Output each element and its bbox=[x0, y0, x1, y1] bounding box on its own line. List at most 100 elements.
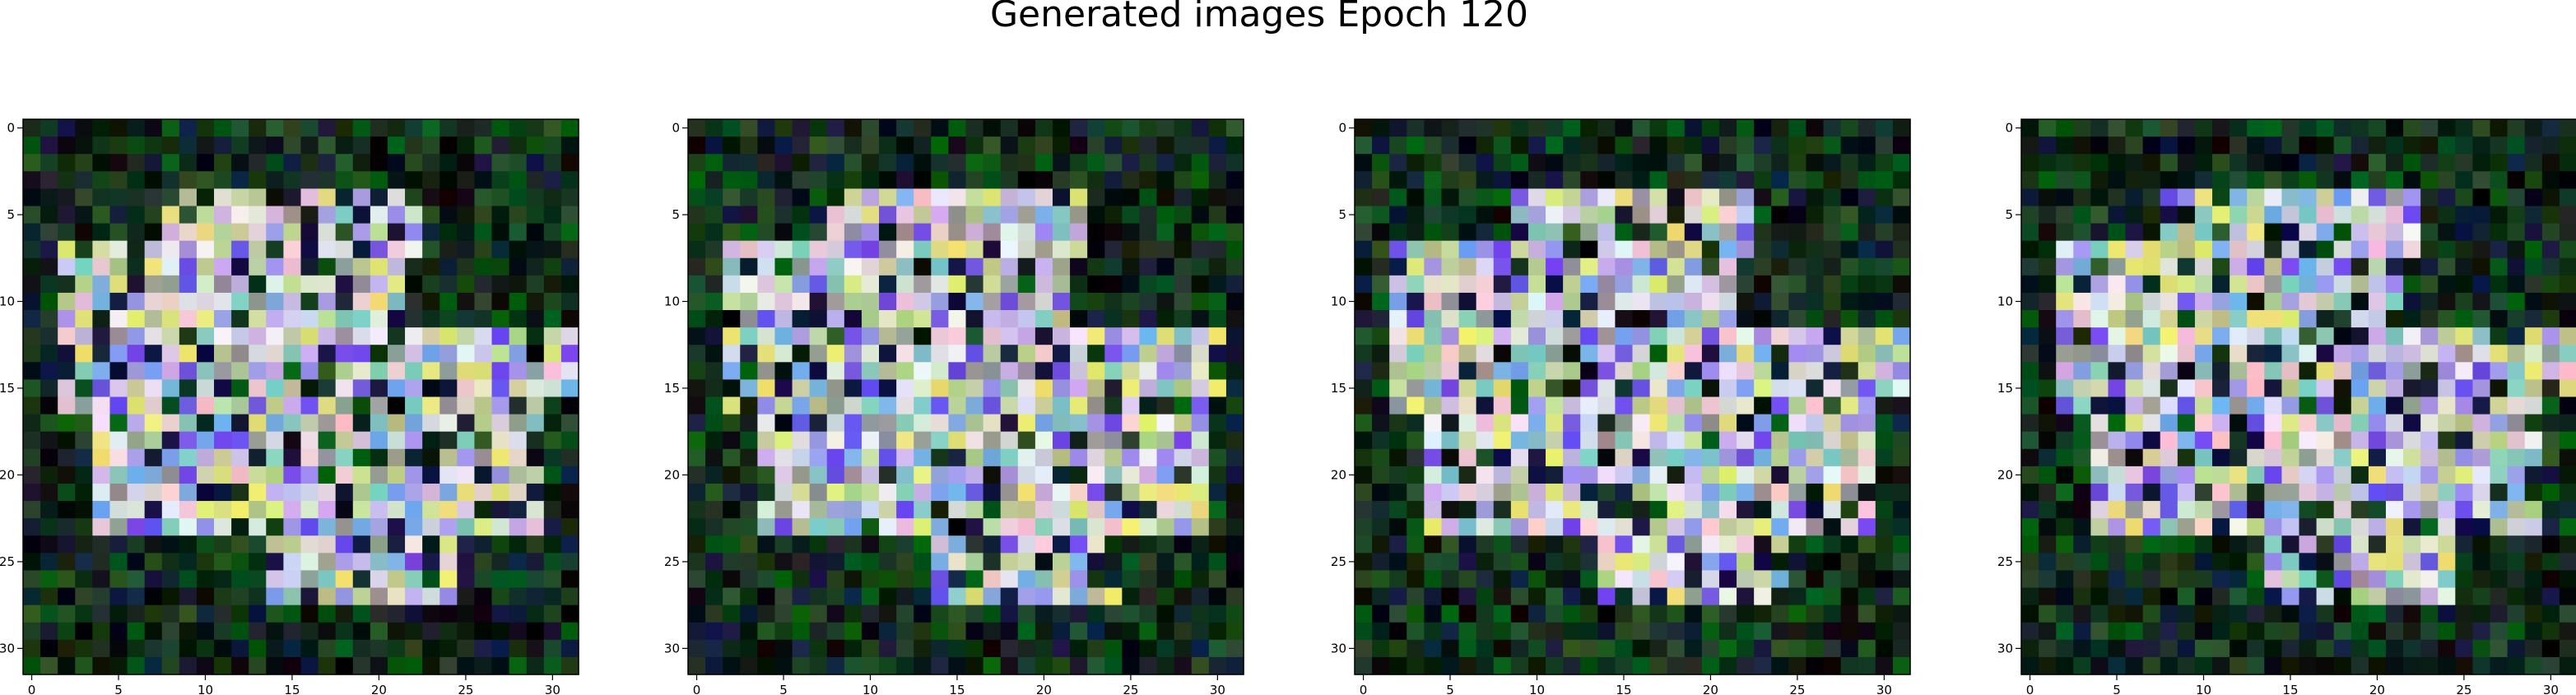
pixel bbox=[1737, 605, 1755, 623]
pixel bbox=[161, 345, 180, 363]
pixel bbox=[2299, 257, 2318, 276]
pixel bbox=[914, 535, 932, 554]
pixel bbox=[491, 396, 510, 415]
pixel bbox=[1546, 587, 1564, 606]
pixel bbox=[1597, 119, 1616, 137]
pixel bbox=[1389, 570, 1407, 589]
pixel bbox=[983, 327, 1002, 345]
pixel bbox=[1649, 362, 1668, 380]
pixel bbox=[723, 275, 741, 294]
pixel bbox=[1139, 154, 1158, 172]
pixel bbox=[1563, 310, 1581, 328]
pixel bbox=[2021, 414, 2039, 433]
pixel bbox=[2541, 431, 2560, 450]
pixel bbox=[370, 466, 388, 484]
pixel bbox=[1840, 501, 1859, 519]
pixel bbox=[1441, 362, 1460, 380]
pixel bbox=[1156, 362, 1175, 380]
pixel bbox=[2230, 483, 2248, 502]
pixel bbox=[2264, 310, 2282, 328]
pixel bbox=[2438, 345, 2456, 363]
pixel bbox=[1441, 292, 1460, 311]
pixel bbox=[2403, 171, 2421, 189]
pixel bbox=[2073, 292, 2091, 311]
pixel bbox=[2316, 240, 2335, 259]
pixel bbox=[1546, 119, 1564, 137]
pixel bbox=[1667, 119, 1686, 137]
pixel bbox=[2264, 570, 2282, 589]
pixel bbox=[740, 275, 758, 294]
pixel bbox=[1754, 137, 1772, 155]
pixel bbox=[861, 518, 880, 536]
pixel bbox=[318, 206, 337, 225]
pixel bbox=[2177, 154, 2196, 172]
pixel bbox=[1840, 292, 1859, 311]
pixel bbox=[1070, 518, 1088, 536]
pixel bbox=[300, 223, 319, 242]
pixel bbox=[92, 137, 111, 155]
pixel bbox=[809, 448, 828, 467]
pixel bbox=[23, 605, 41, 623]
pixel bbox=[705, 518, 723, 536]
pixel bbox=[1122, 119, 1141, 137]
pixel bbox=[931, 154, 949, 172]
pixel bbox=[1191, 327, 1210, 345]
pixel bbox=[560, 605, 579, 623]
pixel bbox=[2420, 119, 2439, 137]
pixel bbox=[705, 656, 723, 675]
pixel bbox=[1156, 292, 1175, 311]
pixel bbox=[1649, 535, 1668, 554]
pixel bbox=[75, 310, 93, 328]
pixel bbox=[1087, 656, 1105, 675]
pixel bbox=[2507, 501, 2526, 519]
pixel bbox=[948, 362, 967, 380]
pixel bbox=[543, 656, 562, 675]
pixel bbox=[1823, 171, 1842, 189]
pixel bbox=[457, 396, 476, 415]
pixel bbox=[2403, 466, 2421, 484]
pixel bbox=[1806, 656, 1825, 675]
pixel bbox=[844, 483, 863, 502]
pixel bbox=[2142, 448, 2161, 467]
pixel bbox=[2420, 656, 2439, 675]
pixel bbox=[1458, 570, 1477, 589]
pixel bbox=[826, 431, 845, 450]
pixel bbox=[2039, 448, 2057, 467]
pixel bbox=[2177, 570, 2196, 589]
pixel bbox=[1372, 362, 1390, 380]
pixel bbox=[1104, 535, 1123, 554]
pixel bbox=[792, 639, 811, 658]
pixel bbox=[283, 448, 302, 467]
pixel bbox=[1875, 656, 1894, 675]
pixel bbox=[1858, 431, 1876, 450]
pixel bbox=[214, 310, 232, 328]
pixel bbox=[283, 553, 302, 572]
pixel bbox=[352, 171, 371, 189]
pixel bbox=[1052, 206, 1071, 225]
pixel bbox=[1892, 362, 1911, 380]
pixel bbox=[526, 605, 545, 623]
pixel bbox=[1389, 518, 1407, 536]
pixel bbox=[1754, 257, 1772, 276]
pixel bbox=[1476, 483, 1495, 502]
pixel bbox=[1372, 448, 1390, 467]
pixel bbox=[2524, 605, 2543, 623]
pixel bbox=[266, 501, 284, 519]
pixel bbox=[2230, 275, 2248, 294]
y-tick-label: 15 bbox=[664, 381, 680, 396]
pixel bbox=[214, 379, 232, 398]
pixel bbox=[1191, 137, 1210, 155]
pixel bbox=[1355, 188, 1373, 207]
pixel bbox=[1191, 119, 1210, 137]
pixel bbox=[1527, 310, 1546, 328]
pixel bbox=[1407, 656, 1425, 675]
pixel bbox=[352, 431, 371, 450]
pixel bbox=[879, 656, 897, 675]
pixel bbox=[983, 310, 1002, 328]
pixel bbox=[1087, 240, 1105, 259]
pixel bbox=[1017, 466, 1036, 484]
pixel bbox=[58, 275, 76, 294]
pixel bbox=[1424, 448, 1443, 467]
pixel bbox=[1788, 257, 1807, 276]
pixel bbox=[2299, 171, 2318, 189]
